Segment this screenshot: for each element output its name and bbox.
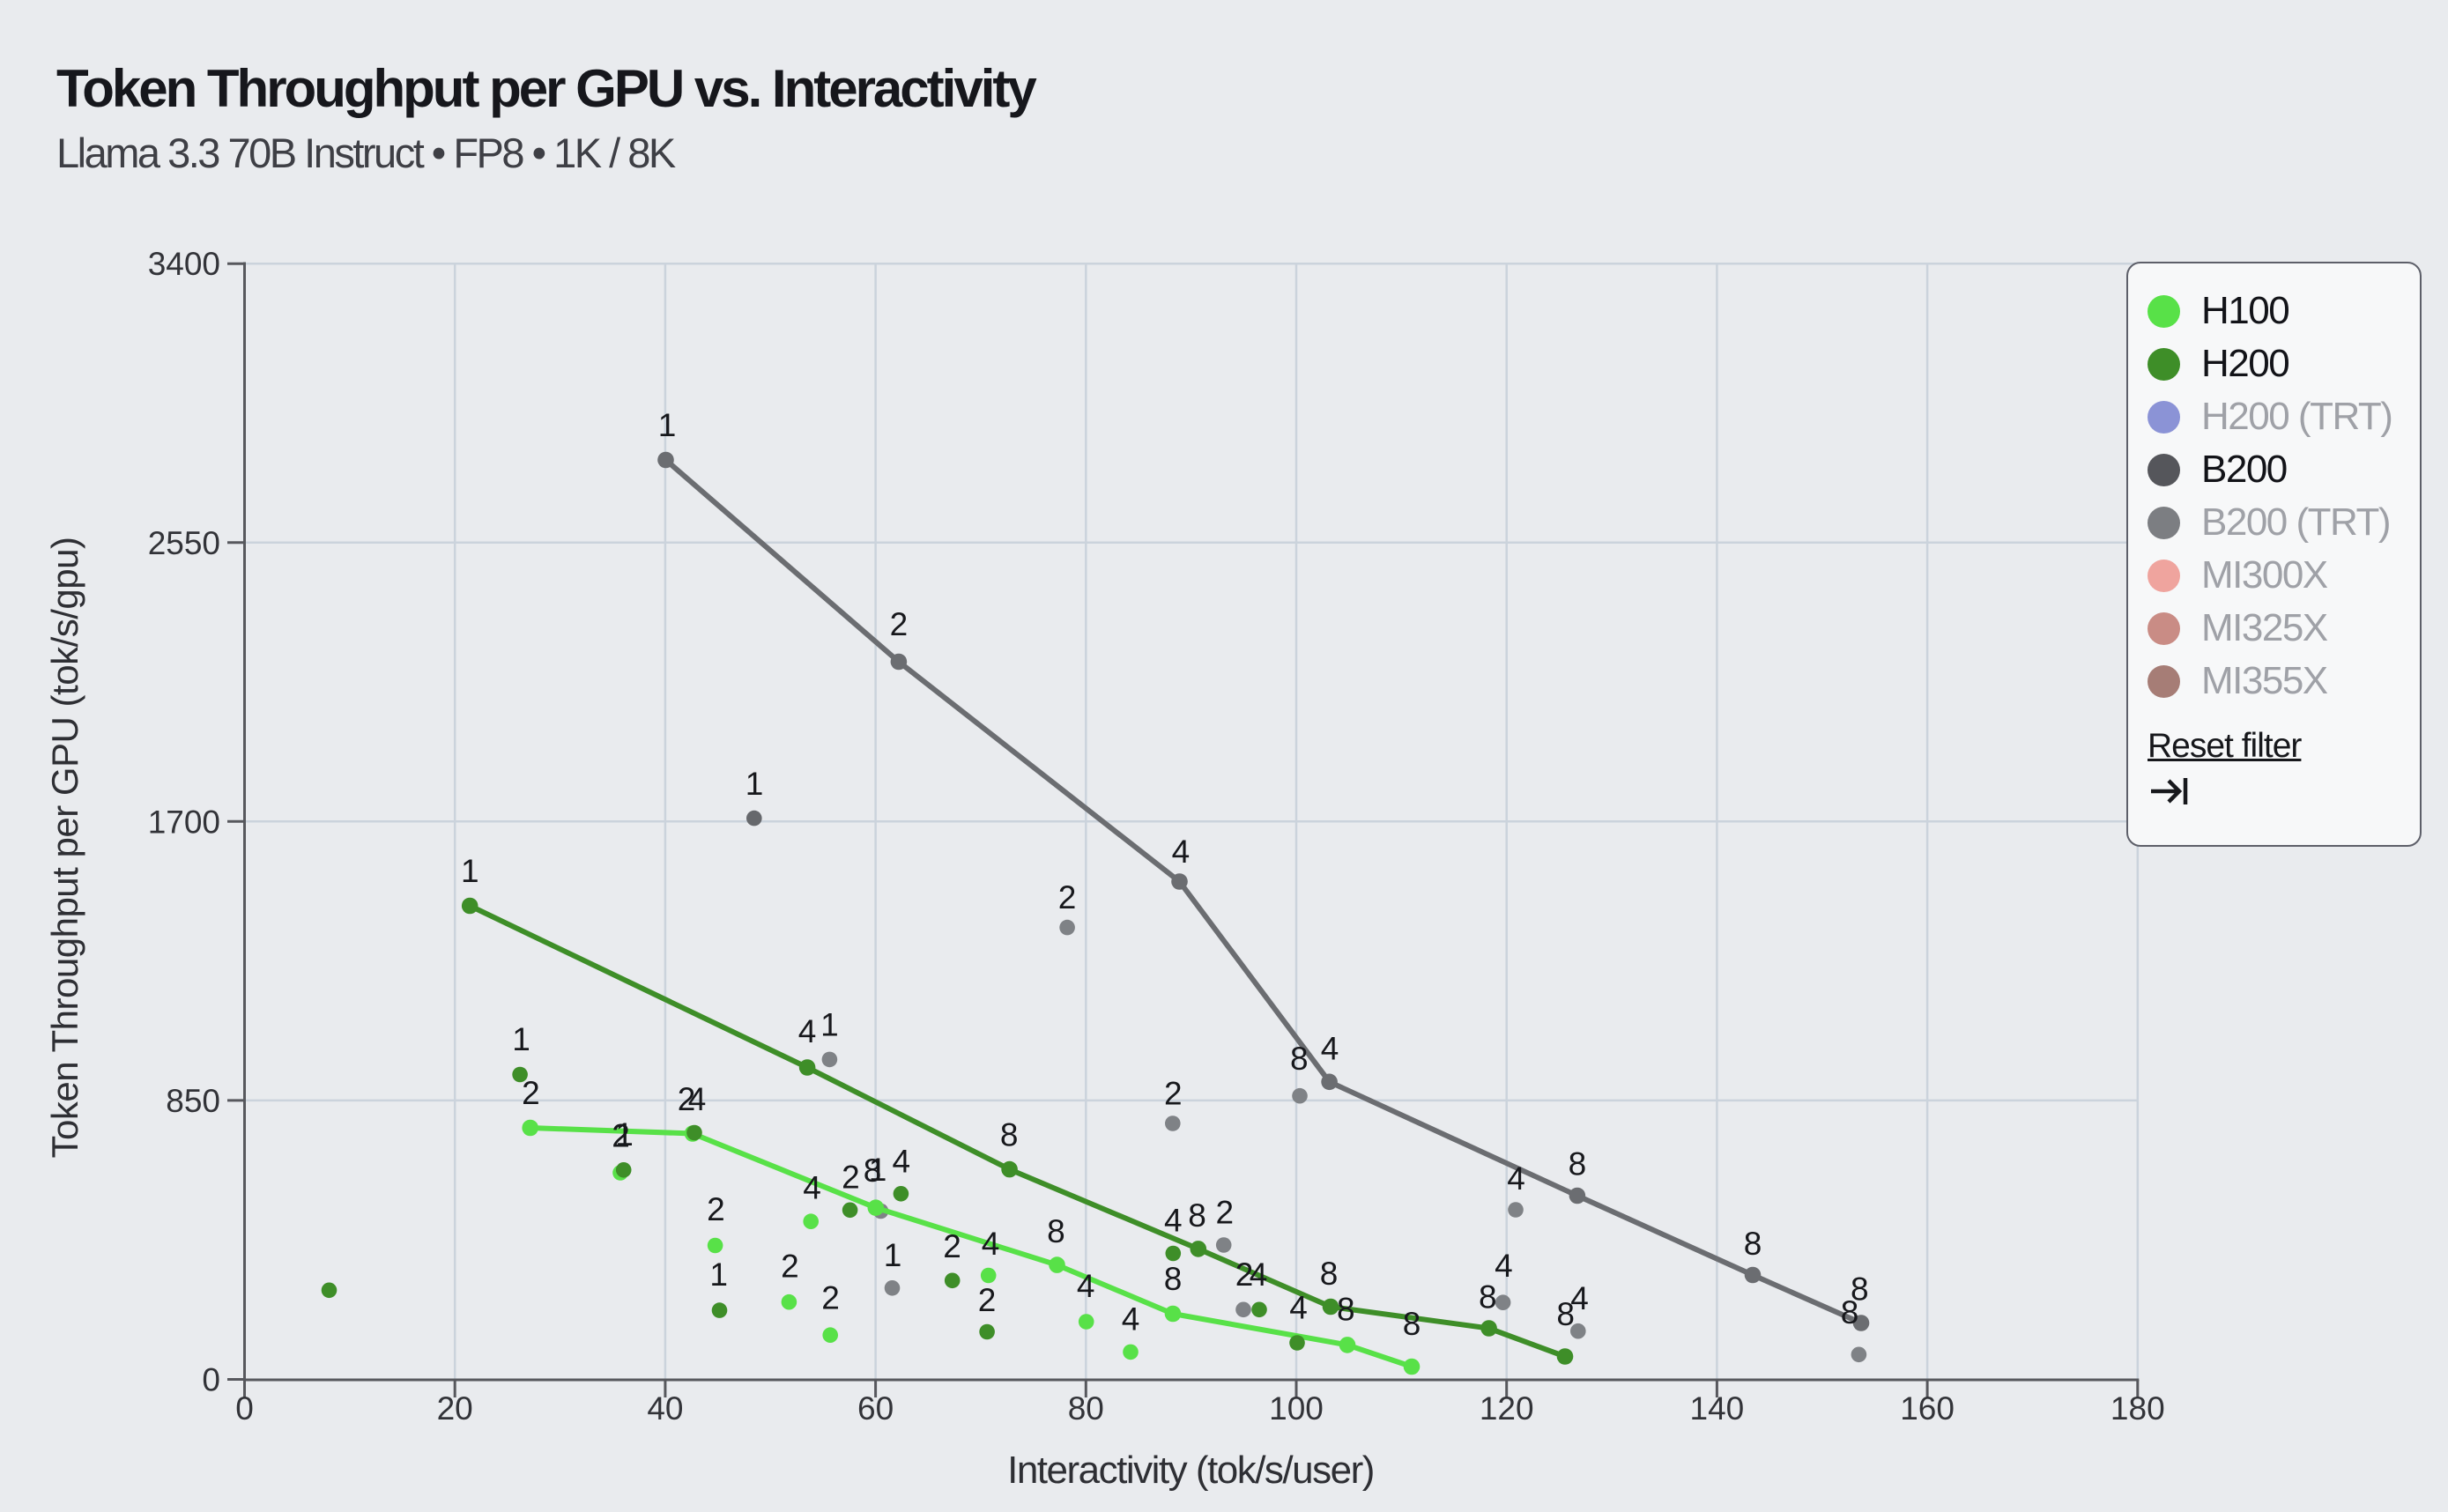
svg-text:8: 8 xyxy=(1337,1291,1355,1327)
svg-text:40: 40 xyxy=(647,1390,683,1427)
svg-text:2: 2 xyxy=(1216,1195,1235,1231)
svg-text:4: 4 xyxy=(803,1169,821,1205)
svg-text:180: 180 xyxy=(2110,1390,2165,1427)
svg-text:Token Throughput per GPU (tok/: Token Throughput per GPU (tok/s/gpu) xyxy=(44,537,85,1159)
svg-text:8: 8 xyxy=(1188,1197,1206,1234)
svg-text:2: 2 xyxy=(612,1118,630,1154)
svg-text:4: 4 xyxy=(688,1081,707,1117)
svg-text:1: 1 xyxy=(869,1152,887,1188)
svg-text:8: 8 xyxy=(1851,1271,1869,1308)
svg-text:0: 0 xyxy=(202,1362,220,1398)
svg-text:2: 2 xyxy=(678,1081,696,1117)
svg-text:4: 4 xyxy=(1289,1290,1308,1326)
svg-text:8: 8 xyxy=(1569,1146,1587,1182)
svg-text:4: 4 xyxy=(1321,1031,1339,1067)
svg-text:2: 2 xyxy=(890,606,909,642)
svg-text:4: 4 xyxy=(1250,1256,1268,1293)
svg-text:8: 8 xyxy=(1403,1306,1421,1342)
svg-text:1: 1 xyxy=(709,1256,728,1293)
svg-text:1: 1 xyxy=(820,1007,839,1043)
svg-text:8: 8 xyxy=(1841,1294,1859,1330)
svg-text:4: 4 xyxy=(1122,1301,1140,1338)
svg-text:4: 4 xyxy=(1077,1268,1095,1304)
svg-text:4: 4 xyxy=(1570,1280,1589,1316)
svg-text:4: 4 xyxy=(982,1226,1000,1262)
svg-text:140: 140 xyxy=(1690,1390,1745,1427)
svg-text:Interactivity (tok/s/user): Interactivity (tok/s/user) xyxy=(1007,1449,1374,1492)
svg-text:80: 80 xyxy=(1068,1390,1104,1427)
svg-text:160: 160 xyxy=(1900,1390,1955,1427)
svg-text:8: 8 xyxy=(1479,1279,1497,1315)
svg-text:8: 8 xyxy=(1290,1041,1309,1077)
svg-text:8: 8 xyxy=(1164,1261,1183,1297)
svg-text:1: 1 xyxy=(658,407,677,443)
svg-text:2: 2 xyxy=(842,1160,860,1196)
svg-text:100: 100 xyxy=(1269,1390,1324,1427)
svg-text:8: 8 xyxy=(1000,1117,1019,1153)
svg-text:2: 2 xyxy=(522,1075,540,1111)
svg-text:120: 120 xyxy=(1480,1390,1534,1427)
svg-text:1: 1 xyxy=(746,766,764,802)
svg-text:1: 1 xyxy=(884,1237,902,1273)
svg-text:3400: 3400 xyxy=(148,246,220,282)
svg-text:8: 8 xyxy=(864,1153,882,1189)
svg-text:1700: 1700 xyxy=(148,804,220,840)
svg-text:2: 2 xyxy=(943,1228,961,1264)
svg-text:2: 2 xyxy=(781,1249,799,1285)
svg-text:4: 4 xyxy=(893,1143,911,1179)
svg-text:2: 2 xyxy=(1164,1075,1183,1111)
svg-text:1: 1 xyxy=(615,1116,634,1153)
svg-text:4: 4 xyxy=(1495,1248,1513,1284)
svg-text:8: 8 xyxy=(1744,1226,1762,1262)
svg-text:4: 4 xyxy=(1164,1202,1183,1238)
svg-text:2: 2 xyxy=(821,1280,840,1316)
svg-text:8: 8 xyxy=(1320,1256,1339,1292)
svg-text:1: 1 xyxy=(461,853,479,889)
svg-text:20: 20 xyxy=(437,1390,473,1427)
svg-text:850: 850 xyxy=(166,1083,220,1119)
svg-text:2: 2 xyxy=(1235,1256,1254,1293)
svg-text:2: 2 xyxy=(707,1191,725,1227)
svg-text:4: 4 xyxy=(1507,1160,1525,1197)
svg-text:2550: 2550 xyxy=(148,525,220,561)
svg-text:4: 4 xyxy=(798,1013,817,1049)
svg-text:4: 4 xyxy=(1172,834,1191,870)
svg-text:1: 1 xyxy=(512,1021,530,1057)
svg-text:2: 2 xyxy=(1058,879,1077,915)
svg-text:8: 8 xyxy=(1556,1296,1575,1332)
svg-text:0: 0 xyxy=(235,1390,254,1427)
svg-text:60: 60 xyxy=(857,1390,894,1427)
svg-text:8: 8 xyxy=(1047,1213,1065,1249)
svg-text:2: 2 xyxy=(978,1282,997,1318)
